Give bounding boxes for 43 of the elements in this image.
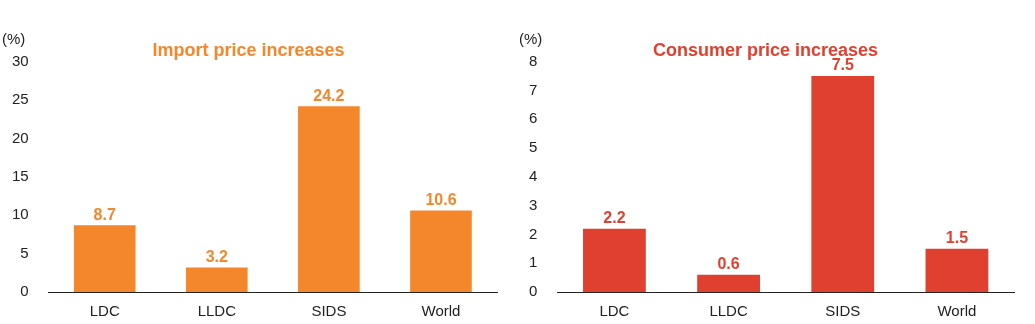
y-tick-label: 20	[12, 128, 29, 146]
x-tick-label: LLDC	[709, 302, 748, 320]
bar	[583, 228, 646, 292]
y-axis-title: (%)	[2, 30, 26, 48]
y-tick-label: 3	[529, 195, 538, 213]
bar	[811, 76, 875, 292]
y-axis-title: (%)	[519, 30, 543, 48]
x-tick-label: LDC	[599, 302, 630, 320]
y-tick-label: 1	[529, 253, 538, 271]
data-label: 1.5	[945, 229, 969, 247]
y-tick-label: 5	[529, 138, 538, 156]
y-tick-label: 7	[529, 80, 538, 98]
data-label: 24.2	[313, 86, 345, 104]
chart-title: Import price increases	[152, 39, 345, 60]
data-label: 2.2	[603, 209, 626, 227]
x-tick-label: SIDS	[311, 302, 347, 320]
bar	[73, 225, 136, 292]
x-tick-label: LLDC	[197, 302, 237, 320]
y-tick-label: 0	[20, 282, 29, 300]
bar	[298, 106, 360, 292]
x-tick-label: LDC	[89, 302, 120, 320]
x-tick-label: World	[421, 302, 461, 320]
y-tick-label: 6	[529, 109, 538, 127]
y-tick-label: 30	[12, 51, 29, 69]
bar	[925, 248, 989, 292]
x-tick-label: SIDS	[825, 302, 861, 320]
y-tick-label: 25	[12, 90, 29, 108]
bar	[697, 274, 760, 292]
data-label: 10.6	[425, 191, 457, 208]
bar	[185, 267, 248, 292]
data-label: 8.7	[93, 205, 116, 223]
y-tick-label: 5	[20, 243, 29, 261]
y-tick-label: 10	[12, 205, 29, 223]
y-tick-label: 2	[529, 224, 538, 242]
data-label: 0.6	[717, 255, 740, 273]
y-tick-label: 0	[529, 282, 538, 300]
y-tick-label: 15	[12, 166, 29, 184]
bar	[410, 210, 472, 292]
data-label: 7.5	[831, 56, 854, 74]
y-tick-label: 8	[529, 51, 538, 69]
data-label: 3.2	[205, 247, 229, 265]
y-tick-label: 4	[529, 166, 538, 184]
x-tick-label: World	[937, 302, 977, 320]
